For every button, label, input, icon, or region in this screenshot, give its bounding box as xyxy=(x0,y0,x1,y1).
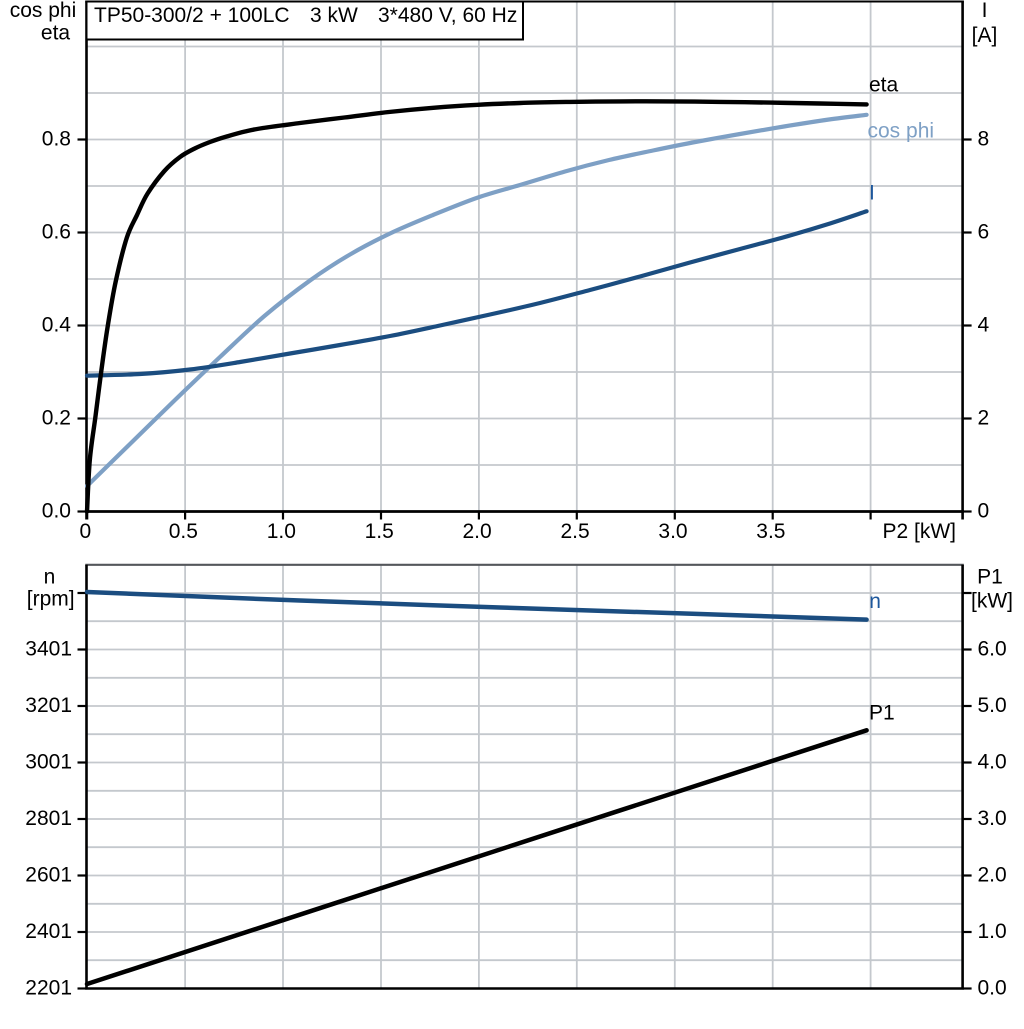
svg-text:0.4: 0.4 xyxy=(42,314,72,337)
svg-text:4.0: 4.0 xyxy=(978,751,1007,774)
svg-text:2201: 2201 xyxy=(25,977,72,1000)
svg-text:2801: 2801 xyxy=(25,807,72,830)
svg-text:0.0: 0.0 xyxy=(42,500,71,523)
svg-text:2401: 2401 xyxy=(25,920,72,943)
svg-text:I: I xyxy=(982,0,988,22)
svg-text:1.5: 1.5 xyxy=(365,520,394,543)
svg-text:[A]: [A] xyxy=(972,24,998,47)
svg-text:cos phi: cos phi xyxy=(10,0,77,22)
svg-text:3201: 3201 xyxy=(25,694,72,717)
svg-text:0.2: 0.2 xyxy=(42,407,71,430)
svg-text:0: 0 xyxy=(978,500,990,523)
svg-text:P1: P1 xyxy=(977,565,1003,588)
svg-text:0.0: 0.0 xyxy=(978,977,1007,1000)
svg-text:1.0: 1.0 xyxy=(267,520,296,543)
svg-text:I: I xyxy=(869,182,875,205)
svg-text:3.0: 3.0 xyxy=(658,520,687,543)
svg-text:cos phi: cos phi xyxy=(868,119,935,142)
svg-text:0.6: 0.6 xyxy=(42,221,71,244)
svg-text:6.0: 6.0 xyxy=(978,638,1007,661)
svg-text:0.5: 0.5 xyxy=(169,520,198,543)
svg-text:2.5: 2.5 xyxy=(560,520,589,543)
svg-text:P1: P1 xyxy=(869,702,895,725)
svg-text:3401: 3401 xyxy=(25,638,72,661)
svg-text:4: 4 xyxy=(978,314,990,337)
svg-text:0.8: 0.8 xyxy=(42,128,71,151)
svg-text:[rpm]: [rpm] xyxy=(27,587,75,610)
svg-text:TP50-300/2 + 100LC: TP50-300/2 + 100LC xyxy=(94,4,290,27)
svg-text:3001: 3001 xyxy=(25,751,72,774)
svg-text:5.0: 5.0 xyxy=(978,694,1007,717)
svg-text:n: n xyxy=(44,566,56,589)
svg-text:[kW]: [kW] xyxy=(971,590,1013,613)
svg-text:6: 6 xyxy=(978,221,990,244)
svg-text:2.0: 2.0 xyxy=(978,864,1007,887)
svg-text:3.5: 3.5 xyxy=(756,520,785,543)
svg-text:8: 8 xyxy=(978,128,990,151)
svg-text:3 kW: 3 kW xyxy=(310,4,358,27)
svg-text:3.0: 3.0 xyxy=(978,807,1007,830)
svg-text:P2 [kW]: P2 [kW] xyxy=(882,520,956,543)
svg-text:eta: eta xyxy=(869,74,899,97)
svg-text:0: 0 xyxy=(80,520,92,543)
svg-text:2.0: 2.0 xyxy=(462,520,491,543)
svg-text:2601: 2601 xyxy=(25,864,72,887)
svg-text:1.0: 1.0 xyxy=(978,920,1007,943)
svg-text:eta: eta xyxy=(41,22,71,45)
svg-text:n: n xyxy=(869,590,881,613)
svg-text:3*480 V, 60 Hz: 3*480 V, 60 Hz xyxy=(378,4,517,27)
svg-text:2: 2 xyxy=(978,407,990,430)
